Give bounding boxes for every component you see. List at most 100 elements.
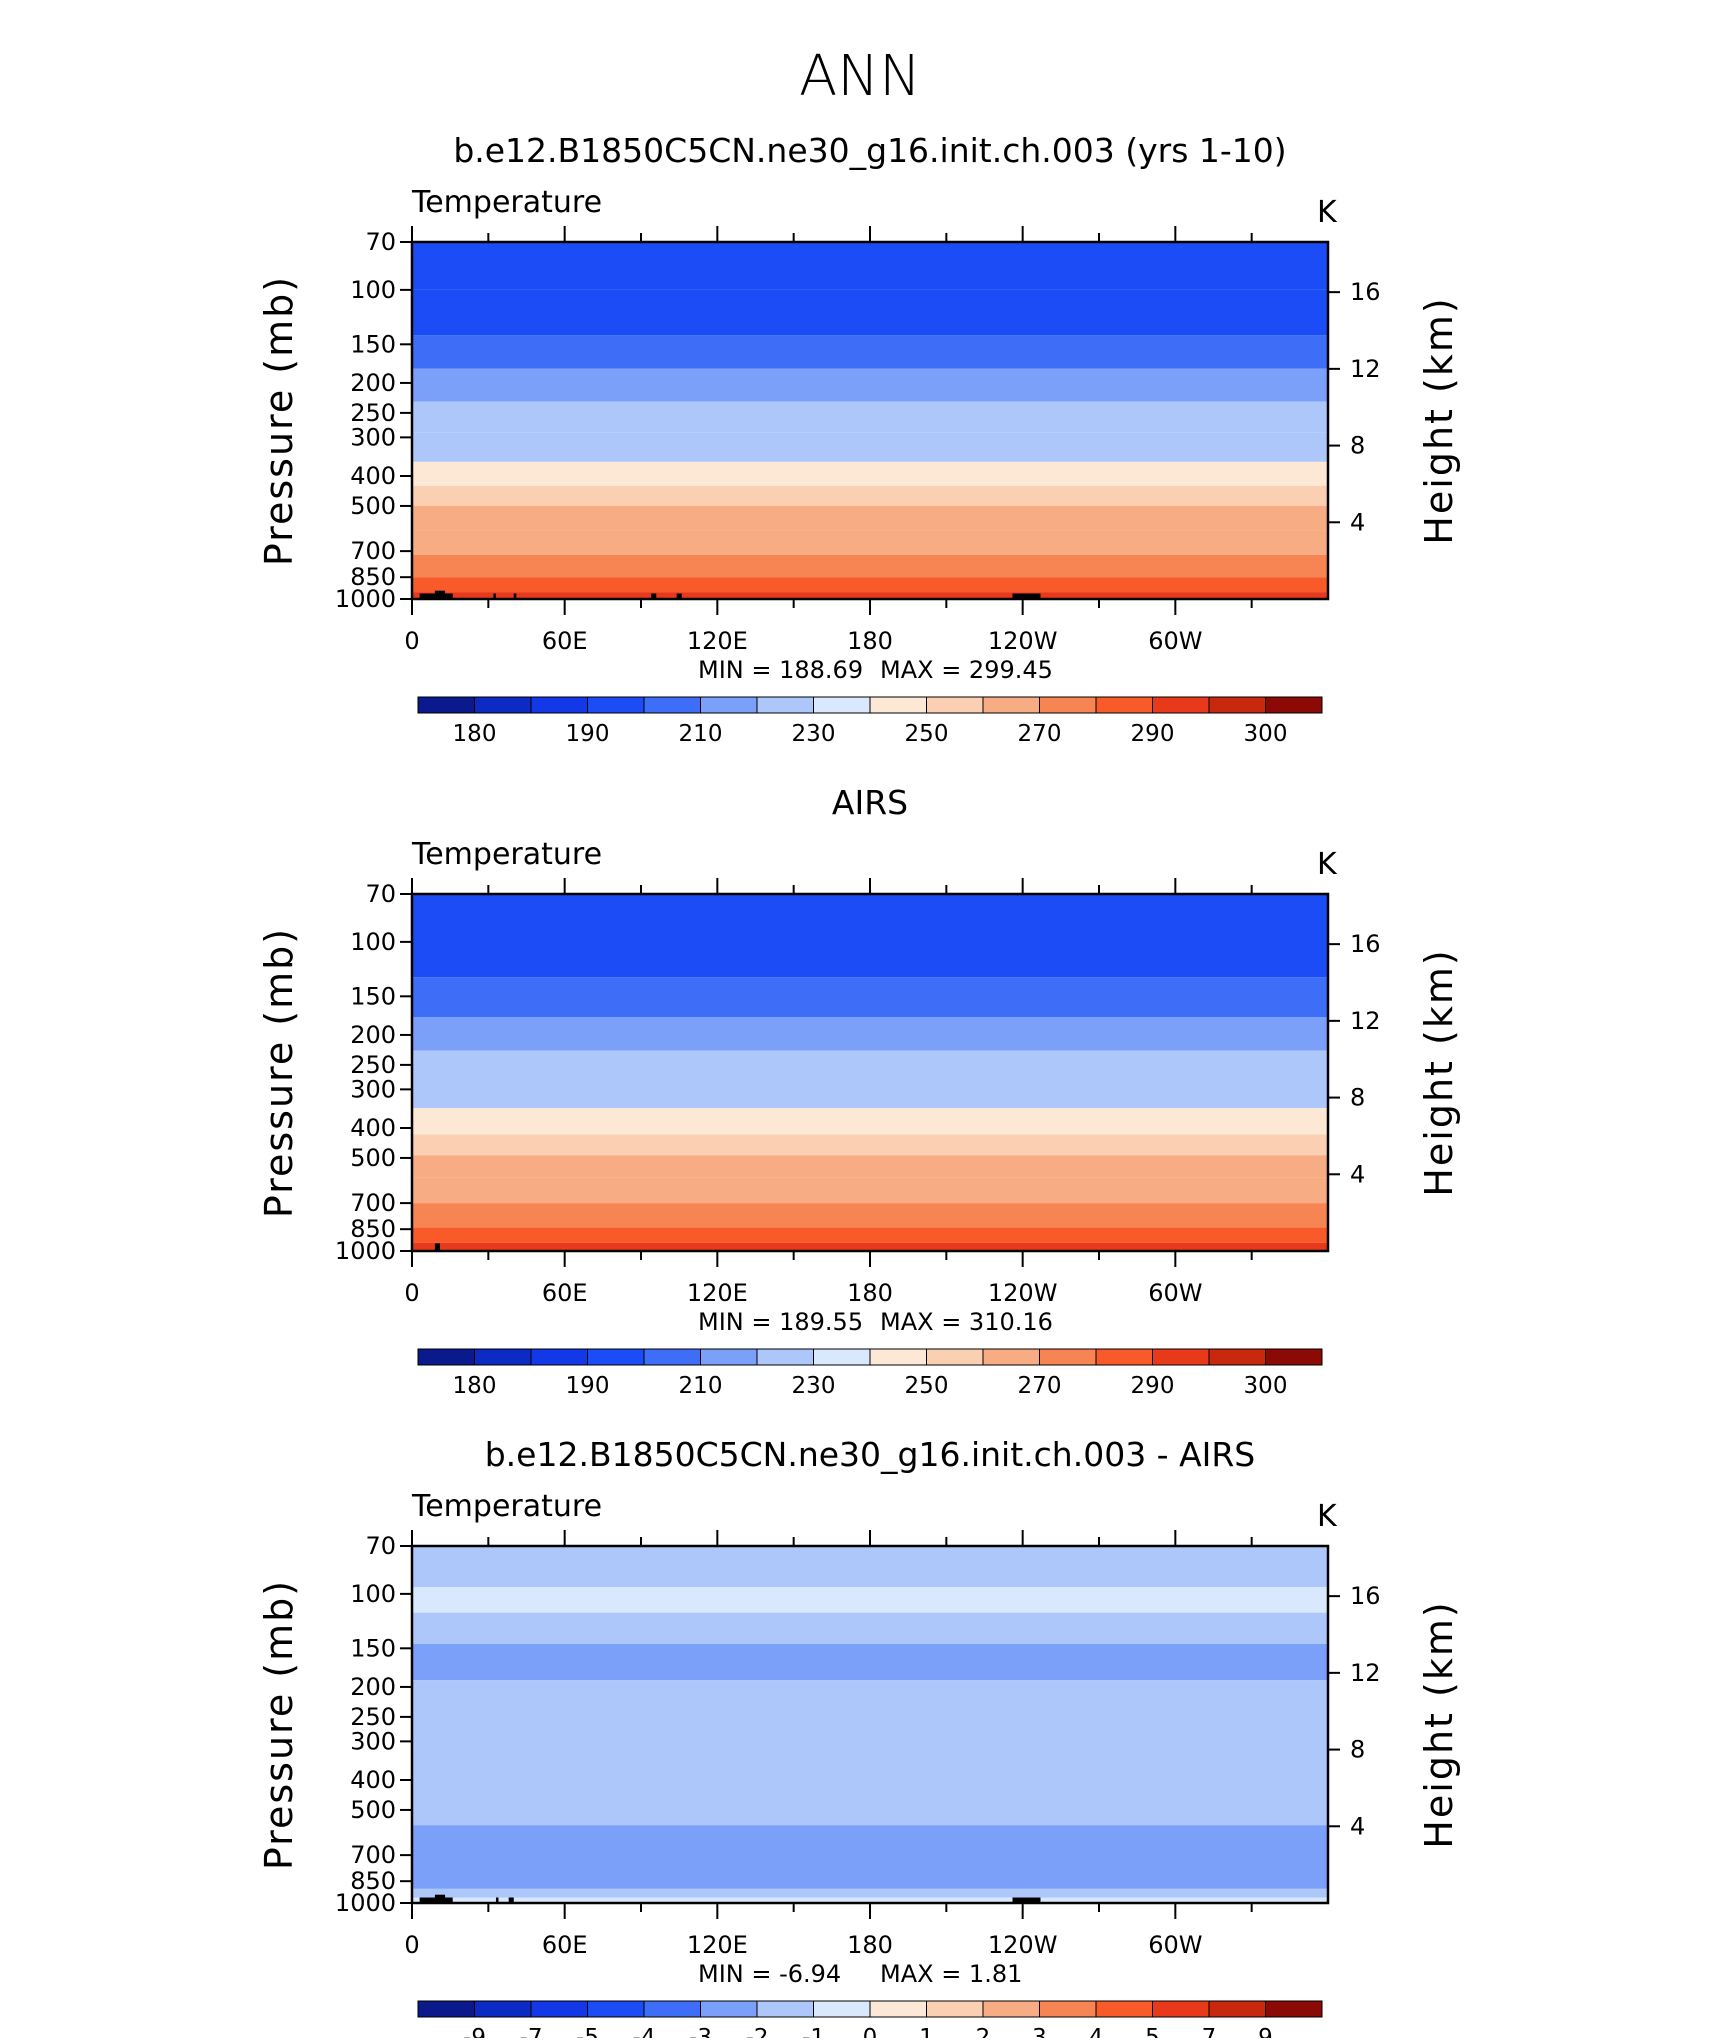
field-label: Temperature: [411, 1489, 602, 1524]
contour-band: [412, 1825, 1328, 1889]
colorbar-swatch: [1265, 2000, 1323, 2018]
land-mask: [508, 1897, 514, 1903]
y2-tick-label: 4: [1350, 1812, 1365, 1840]
colorbar-swatch: [1095, 696, 1153, 714]
contour-band: [412, 1586, 1328, 1613]
colorbar-swatch: [1095, 2000, 1153, 2018]
colorbar-swatch: [756, 1348, 814, 1366]
colorbar-swatch: [700, 2000, 758, 2018]
colorbar-label: 230: [792, 1373, 836, 1399]
y-tick-label: 300: [350, 423, 396, 451]
colorbar-swatch: [1152, 696, 1210, 714]
page-title: ANN: [799, 44, 921, 109]
colorbar-label: 290: [1131, 1373, 1175, 1399]
colorbar-swatch: [1208, 2000, 1266, 2018]
y2-tick-label: 4: [1350, 1160, 1365, 1188]
contour-band: [412, 335, 1328, 369]
y-axis-title: Pressure (mb): [257, 1579, 301, 1870]
contour-band: [412, 1108, 1328, 1135]
colorbar-label: -3: [689, 2025, 712, 2038]
contour-band: [412, 577, 1328, 593]
min-label: MIN = 189.55: [698, 1308, 863, 1336]
colorbar-label: 270: [1018, 1373, 1062, 1399]
colorbar-swatch: [587, 696, 645, 714]
colorbar-swatch: [926, 1348, 984, 1366]
colorbar-swatch: [530, 696, 588, 714]
colorbar: -9 -7 -5 -4 -3 -2 -1 0 1 2 3 4 5 7 9: [417, 2000, 1323, 2043]
contour-band: [412, 485, 1328, 506]
y-tick-label: 100: [350, 1580, 396, 1608]
y-tick-label: 70: [365, 880, 396, 908]
y2-tick-label: 16: [1350, 930, 1381, 958]
y-tick-label: 200: [350, 369, 396, 397]
colorbar-swatch: [982, 1348, 1040, 1366]
y2-tick-label: 16: [1350, 278, 1381, 306]
contour-band: [412, 432, 1328, 462]
colorbar-swatch: [982, 696, 1040, 714]
colorbar-swatch: [1208, 1348, 1266, 1366]
panel-title: b.e12.B1850C5CN.ne30_g16.init.ch.003 - A…: [485, 1435, 1256, 1474]
colorbar-swatch: [474, 1348, 532, 1366]
y-tick-label: 1000: [335, 1237, 396, 1265]
y2-tick-label: 8: [1350, 432, 1365, 460]
land-mask: [419, 1897, 448, 1903]
panel-title: b.e12.B1850C5CN.ne30_g16.init.ch.003 (yr…: [453, 131, 1286, 170]
x-tick-label: 0: [404, 1931, 419, 1959]
colorbar-swatch: [417, 696, 475, 714]
colorbar-swatch: [869, 696, 927, 714]
colorbar-swatch: [982, 2000, 1040, 2018]
colorbar-swatch: [643, 2000, 701, 2018]
contour-band: [412, 1750, 1328, 1826]
y-tick-label: 850: [350, 563, 396, 591]
colorbar-label: 250: [905, 1373, 949, 1399]
y-tick-label: 1000: [335, 585, 396, 613]
units-label: K: [1317, 1499, 1338, 1534]
land-mask: [1012, 593, 1041, 599]
colorbar-label: -5: [576, 2025, 599, 2038]
colorbar-swatch: [1039, 1348, 1097, 1366]
y-tick-label: 70: [365, 1532, 396, 1560]
land-mask: [419, 593, 448, 599]
land-mask: [1012, 1897, 1041, 1903]
x-tick-label: 120E: [687, 627, 748, 655]
x-tick-label: 60E: [542, 1931, 588, 1959]
colorbar-swatch: [474, 696, 532, 714]
colorbar-label: -1: [802, 2025, 825, 2038]
min-label: MIN = 188.69: [698, 656, 863, 684]
contour-band: [412, 592, 1328, 599]
colorbar-swatch: [587, 1348, 645, 1366]
colorbar-label: 0: [863, 2025, 878, 2038]
y-tick-label: 200: [350, 1021, 396, 1049]
colorbar-swatch: [926, 2000, 984, 2018]
contour-band: [412, 289, 1328, 336]
colorbar-label: 300: [1244, 1373, 1288, 1399]
contour-band: [412, 505, 1328, 531]
field-label: Temperature: [411, 185, 602, 220]
y-tick-label: 850: [350, 1215, 396, 1243]
y-tick-label: 200: [350, 1673, 396, 1701]
contour-band: [412, 1177, 1328, 1204]
colorbar-swatch: [1039, 696, 1097, 714]
colorbar-swatch: [1152, 2000, 1210, 2018]
y2-axis-title: Height (km): [1417, 948, 1461, 1196]
contour-band: [412, 1546, 1328, 1587]
min-label: MIN = -6.94: [698, 1960, 841, 1988]
colorbar-swatch: [417, 2000, 475, 2018]
colorbar-swatch: [530, 1348, 588, 1366]
max-label: MAX = 299.45: [880, 656, 1053, 684]
colorbar-swatch: [530, 2000, 588, 2018]
x-tick-label: 180: [847, 1931, 893, 1959]
y-tick-label: 150: [350, 1634, 396, 1662]
y-tick-label: 150: [350, 982, 396, 1010]
y-tick-label: 250: [350, 399, 396, 427]
x-tick-label: 60W: [1148, 627, 1202, 655]
land-mask: [445, 1897, 453, 1903]
colorbar-swatch: [700, 696, 758, 714]
land-mask: [495, 1897, 499, 1903]
colorbar-label: 4: [1089, 2025, 1104, 2038]
colorbar-label: 270: [1018, 721, 1062, 747]
